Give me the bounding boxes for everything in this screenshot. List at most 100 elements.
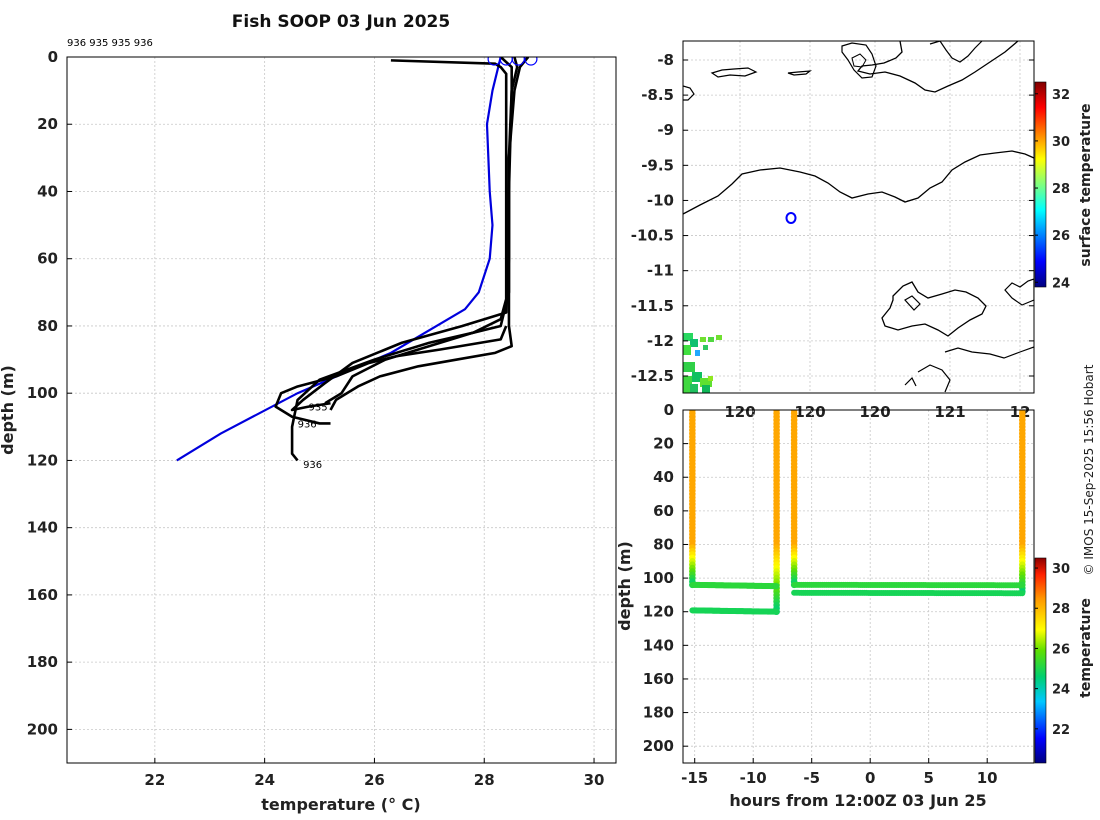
hovmoller-point	[773, 608, 780, 615]
map-lat-tick-label: -10.5	[631, 227, 674, 245]
map-lon-tick-label: 120	[724, 403, 755, 421]
hovmoller-point	[1019, 590, 1026, 597]
coastline-east-island	[881, 281, 987, 337]
profile-y-tick-label: 40	[37, 182, 58, 200]
hovmoller-y-label: depth (m)	[615, 541, 634, 631]
profile-y-tick-label: 0	[48, 48, 58, 66]
temperature-colorbar-tick-label: 24	[1052, 683, 1070, 698]
profile-ticks: 22 24 26 28 30 0 20 40 60 80 100 120 140 160 180 200	[27, 48, 605, 789]
coastline-island-4	[683, 85, 695, 101]
temperature-colorbar-tick-label: 22	[1052, 723, 1070, 738]
hovmoller-y-tick-label: 60	[653, 502, 674, 520]
map-frame	[682, 40, 1035, 394]
sst-colorbar-tick-label: 26	[1052, 229, 1070, 244]
map-lat-tick-label: -9	[657, 121, 674, 139]
surface-marker	[524, 57, 538, 66]
credit-text: © IMOS 15-Sep-2025 15:56 Hobart	[1082, 364, 1096, 575]
map-ticks: -8 -8.5 -9 -9.5 -10 -10.5 -11 -11.5 -12 -12.5 120 1…	[631, 51, 1034, 421]
profile-y-tick-label: 200	[27, 720, 58, 738]
map-lat-tick-label: -11.5	[631, 297, 674, 315]
profile-x-tick-label: 26	[364, 771, 385, 789]
profile-y-tick-label: 20	[37, 115, 58, 133]
profile-line-935	[324, 57, 519, 405]
coastline-island-1	[841, 42, 877, 79]
profile-x-tick-label: 24	[254, 771, 275, 789]
temperature-colorbar-tick-label: 30	[1052, 562, 1070, 577]
profile-line-936	[274, 325, 508, 425]
sst-colorbar	[1034, 81, 1047, 288]
profile-y-tick-label: 80	[37, 317, 58, 335]
hovmoller-point	[773, 583, 780, 590]
hovmoller-y-tick-label: 200	[643, 737, 674, 755]
sst-colorbar-label: surface temperature	[1078, 103, 1094, 266]
hovmoller-y-tick-label: 140	[643, 636, 674, 654]
coastline-island-1b	[851, 53, 867, 68]
map-lat-tick-label: -11	[647, 262, 674, 280]
profile-id-label: 935	[309, 403, 328, 414]
profile-line-935	[290, 57, 513, 412]
hovmoller-x-tick-label: 10	[977, 769, 998, 787]
hovmoller-chart: -15 -10 -5 0 5 10020406080100120140160180200 …	[615, 401, 1094, 810]
sst-colorbar-tick-label: 32	[1052, 88, 1070, 103]
sst-colorbar-ticks: 24 26 28 30 32	[1035, 88, 1070, 291]
profile-line-936	[329, 57, 530, 411]
coastline-island-2	[710, 67, 758, 78]
coastline-far-east	[1004, 278, 1034, 306]
sst-colorbar-tick-label: 30	[1052, 135, 1070, 150]
hovmoller-y-tick-label: 100	[643, 569, 674, 587]
profile-line-936	[290, 59, 508, 462]
coastline-main	[683, 150, 1034, 215]
coastline-south-2	[917, 364, 951, 393]
map-lat-tick-label: -12	[647, 332, 674, 350]
profile-chart: 935 936 936 22 24 26 28 30 0 20 40 60 80 100 120 140 16…	[0, 38, 617, 814]
profile-x-tick-label: 30	[584, 771, 605, 789]
map-lat-tick-label: -10	[647, 191, 674, 209]
sst-patch	[683, 333, 722, 393]
climatology-line	[176, 57, 502, 462]
profile-y-tick-label: 60	[37, 250, 58, 268]
map-lon-tick-label: 121	[934, 403, 965, 421]
hovmoller-x-label: hours from 12:00Z 03 Jun 25	[729, 791, 986, 810]
profile-y-tick-label: 160	[27, 586, 58, 604]
profile-x-label: temperature (° C)	[261, 795, 420, 814]
hovmoller-x-tick-label: -15	[681, 769, 708, 787]
temperature-colorbar	[1034, 557, 1047, 764]
temperature-colorbar-ticks: 22 24 26 28 30	[1035, 562, 1070, 738]
profile-x-tick-label: 28	[474, 771, 495, 789]
coastline-south-3	[904, 376, 917, 387]
hovmoller-data	[689, 410, 1026, 616]
profile-y-tick-label: 140	[27, 519, 58, 537]
map-lon-tick-label: 120	[859, 403, 890, 421]
hovmoller-y-tick-label: 20	[653, 435, 674, 453]
hovmoller-y-tick-label: 160	[643, 670, 674, 688]
profile-frame	[66, 56, 617, 764]
profile-top-ids: 936 935 935 936	[67, 38, 153, 49]
map-lat-tick-label: -8.5	[641, 86, 674, 104]
map-content	[683, 41, 1034, 393]
coastline-south	[944, 346, 1034, 359]
profile-lines: 935 936 936	[176, 57, 538, 471]
map-lat-tick-label: -9.5	[641, 156, 674, 174]
hovmoller-y-tick-label: 180	[643, 704, 674, 722]
hovmoller-y-tick-label: 40	[653, 468, 674, 486]
map-lat-tick-label: -8	[657, 51, 674, 69]
sst-colorbar-tick-label: 24	[1052, 276, 1070, 291]
hovmoller-x-tick-label: -10	[740, 769, 767, 787]
hovmoller-y-tick-label: 120	[643, 603, 674, 621]
hovmoller-point	[1019, 582, 1026, 589]
map-lon-tick-label: 120	[794, 403, 825, 421]
hovmoller-frame	[682, 409, 1035, 764]
profile-id-label: 936	[298, 419, 317, 430]
coastline-north	[856, 41, 1019, 93]
map-grid	[683, 41, 1034, 393]
hovmoller-y-tick-label: 80	[653, 535, 674, 553]
coastline-island-5	[929, 41, 983, 63]
profile-y-tick-label: 120	[27, 451, 58, 469]
ship-position-marker	[785, 212, 797, 224]
profile-y-tick-label: 100	[27, 384, 58, 402]
temperature-colorbar-tick-label: 28	[1052, 602, 1070, 617]
profile-x-tick-label: 22	[144, 771, 165, 789]
sst-colorbar-tick-label: 28	[1052, 182, 1070, 197]
temperature-colorbar-label: temperature	[1078, 598, 1094, 698]
